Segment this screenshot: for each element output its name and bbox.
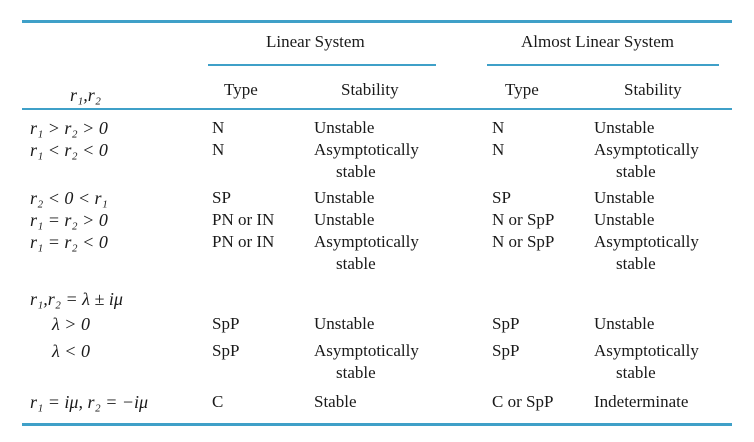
almost-stability-cell: Unstable (594, 188, 655, 207)
linear-group-rule (208, 64, 436, 66)
col-header-linear-type: Type (224, 80, 258, 99)
linear-stability-cell-cont: stable (336, 162, 376, 181)
linear-stability-cell: Stable (314, 392, 357, 411)
almost-type-cell: N (492, 140, 505, 159)
linear-stability-cell: Asymptotically (314, 232, 419, 251)
roots-cell: r₁,r₂ = λ ± iμ (30, 289, 123, 309)
group-header-linear: Linear System (266, 32, 365, 51)
almost-stability-cell-cont: stable (616, 363, 656, 382)
roots-cell: r₁ = r₂ < 0 (30, 232, 108, 252)
col-header-roots: r₁,r₂ (70, 85, 102, 105)
almost-linear-group-rule (487, 64, 719, 66)
bottom-rule (22, 423, 732, 426)
linear-type-cell: N (212, 118, 225, 137)
almost-type-cell: N or SpP (492, 232, 555, 251)
linear-type-cell: PN or IN (212, 232, 275, 251)
roots-cell: r₁ = r₂ > 0 (30, 210, 108, 230)
roots-cell: r₁ = iμ, r₂ = −iμ (30, 392, 149, 412)
almost-stability-cell: Indeterminate (594, 392, 689, 411)
linear-stability-cell-cont: stable (336, 363, 376, 382)
roots-cell: r₂ < 0 < r₁ (30, 188, 108, 208)
linear-stability-cell: Unstable (314, 188, 375, 207)
almost-type-cell: SpP (492, 341, 520, 360)
almost-type-cell: SP (492, 188, 511, 207)
col-header-almost-type: Type (505, 80, 539, 99)
almost-type-cell: N or SpP (492, 210, 555, 229)
linear-type-cell: PN or IN (212, 210, 275, 229)
almost-stability-cell: Unstable (594, 118, 655, 137)
almost-type-cell: N (492, 118, 505, 137)
roots-cell: r₁ < r₂ < 0 (30, 140, 108, 160)
linear-type-cell: SpP (212, 341, 240, 360)
almost-stability-cell-cont: stable (616, 162, 656, 181)
almost-type-cell: C or SpP (492, 392, 554, 411)
col-header-almost-stability: Stability (624, 80, 682, 99)
roots-cell: λ > 0 (52, 314, 90, 334)
top-rule (22, 20, 732, 23)
header-rule (22, 108, 732, 110)
linear-type-cell: SpP (212, 314, 240, 333)
group-header-almost-linear: Almost Linear System (521, 32, 674, 51)
almost-stability-cell: Asymptotically (594, 140, 699, 159)
linear-stability-cell: Asymptotically (314, 140, 419, 159)
col-header-linear-stability: Stability (341, 80, 399, 99)
linear-stability-cell: Unstable (314, 118, 375, 137)
almost-stability-cell: Asymptotically (594, 232, 699, 251)
linear-stability-cell-cont: stable (336, 254, 376, 273)
linear-type-cell: C (212, 392, 224, 411)
almost-stability-cell: Unstable (594, 314, 655, 333)
linear-stability-cell: Asymptotically (314, 341, 419, 360)
roots-cell: λ < 0 (52, 341, 90, 361)
almost-stability-cell-cont: stable (616, 254, 656, 273)
linear-stability-cell: Unstable (314, 210, 375, 229)
linear-type-cell: N (212, 140, 225, 159)
linear-stability-cell: Unstable (314, 314, 375, 333)
roots-cell: r₁ > r₂ > 0 (30, 118, 108, 138)
almost-stability-cell: Unstable (594, 210, 655, 229)
almost-stability-cell: Asymptotically (594, 341, 699, 360)
almost-type-cell: SpP (492, 314, 520, 333)
linear-type-cell: SP (212, 188, 231, 207)
